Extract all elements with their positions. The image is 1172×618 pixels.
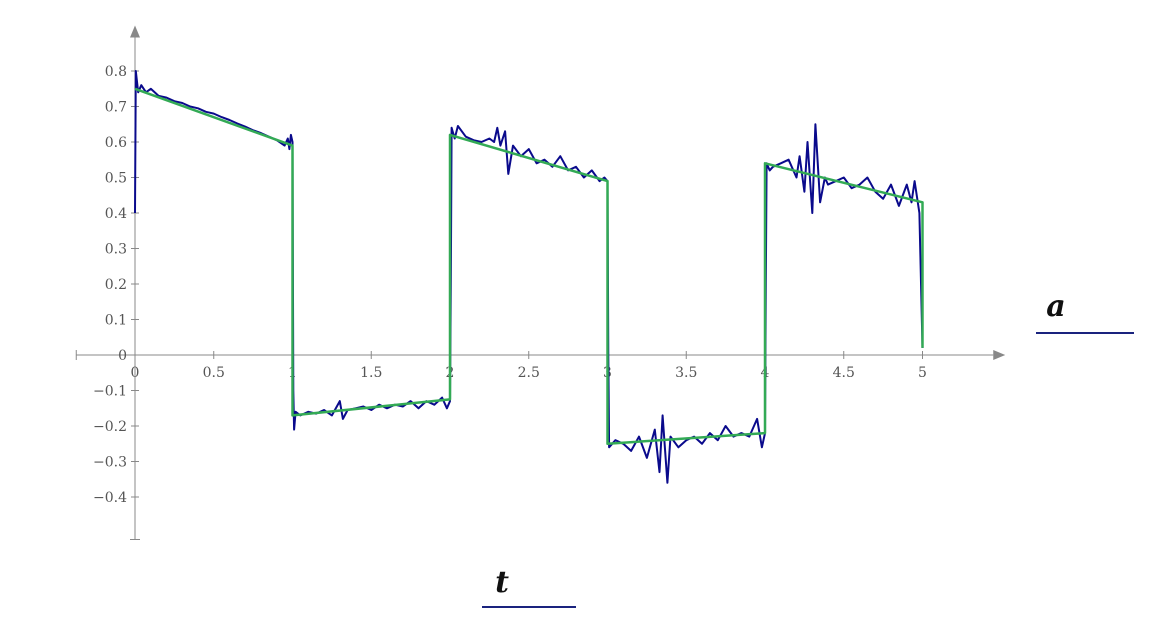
y-tick-label: 0.6 xyxy=(105,135,127,151)
y-tick-label: 0.8 xyxy=(105,64,127,80)
y-axis-label: a xyxy=(1046,289,1065,324)
x-tick-label: 0 xyxy=(131,365,140,381)
series-line-noisy xyxy=(134,70,924,484)
y-tick-label: 0.2 xyxy=(105,277,127,293)
y-tick-label: −0.4 xyxy=(93,490,127,506)
series-line-smooth xyxy=(134,87,924,446)
x-tick-label: 3.5 xyxy=(675,365,697,381)
x-tick-label: 4.5 xyxy=(833,365,855,381)
x-tick-label: 2.5 xyxy=(518,365,540,381)
y-tick-label: 0 xyxy=(118,348,127,364)
x-tick-label: 0.5 xyxy=(203,365,225,381)
x-axis-arrow xyxy=(993,350,1006,360)
y-tick-label: 0.7 xyxy=(105,100,127,116)
y-tick-label: 0.1 xyxy=(105,313,127,329)
y-tick-label: 0.5 xyxy=(105,171,127,187)
y-tick-label: −0.3 xyxy=(93,455,127,471)
x-tick-label: 5 xyxy=(918,365,927,381)
y-axis-arrow xyxy=(130,25,140,38)
x-axis-label: t xyxy=(495,565,509,600)
y-tick-label: −0.2 xyxy=(93,419,127,435)
y-tick-label: 0.4 xyxy=(105,206,127,222)
y-tick-label: −0.1 xyxy=(93,384,127,400)
y-tick-label: 0.3 xyxy=(105,242,127,258)
axes xyxy=(75,25,1006,540)
ticks: 0 0.5 1 1.5 2 2.5 3 3.5 4 4.5 50.80.70.60.50.40.30… xyxy=(93,64,927,506)
series xyxy=(134,70,924,484)
x-tick-label: 1.5 xyxy=(360,365,382,381)
